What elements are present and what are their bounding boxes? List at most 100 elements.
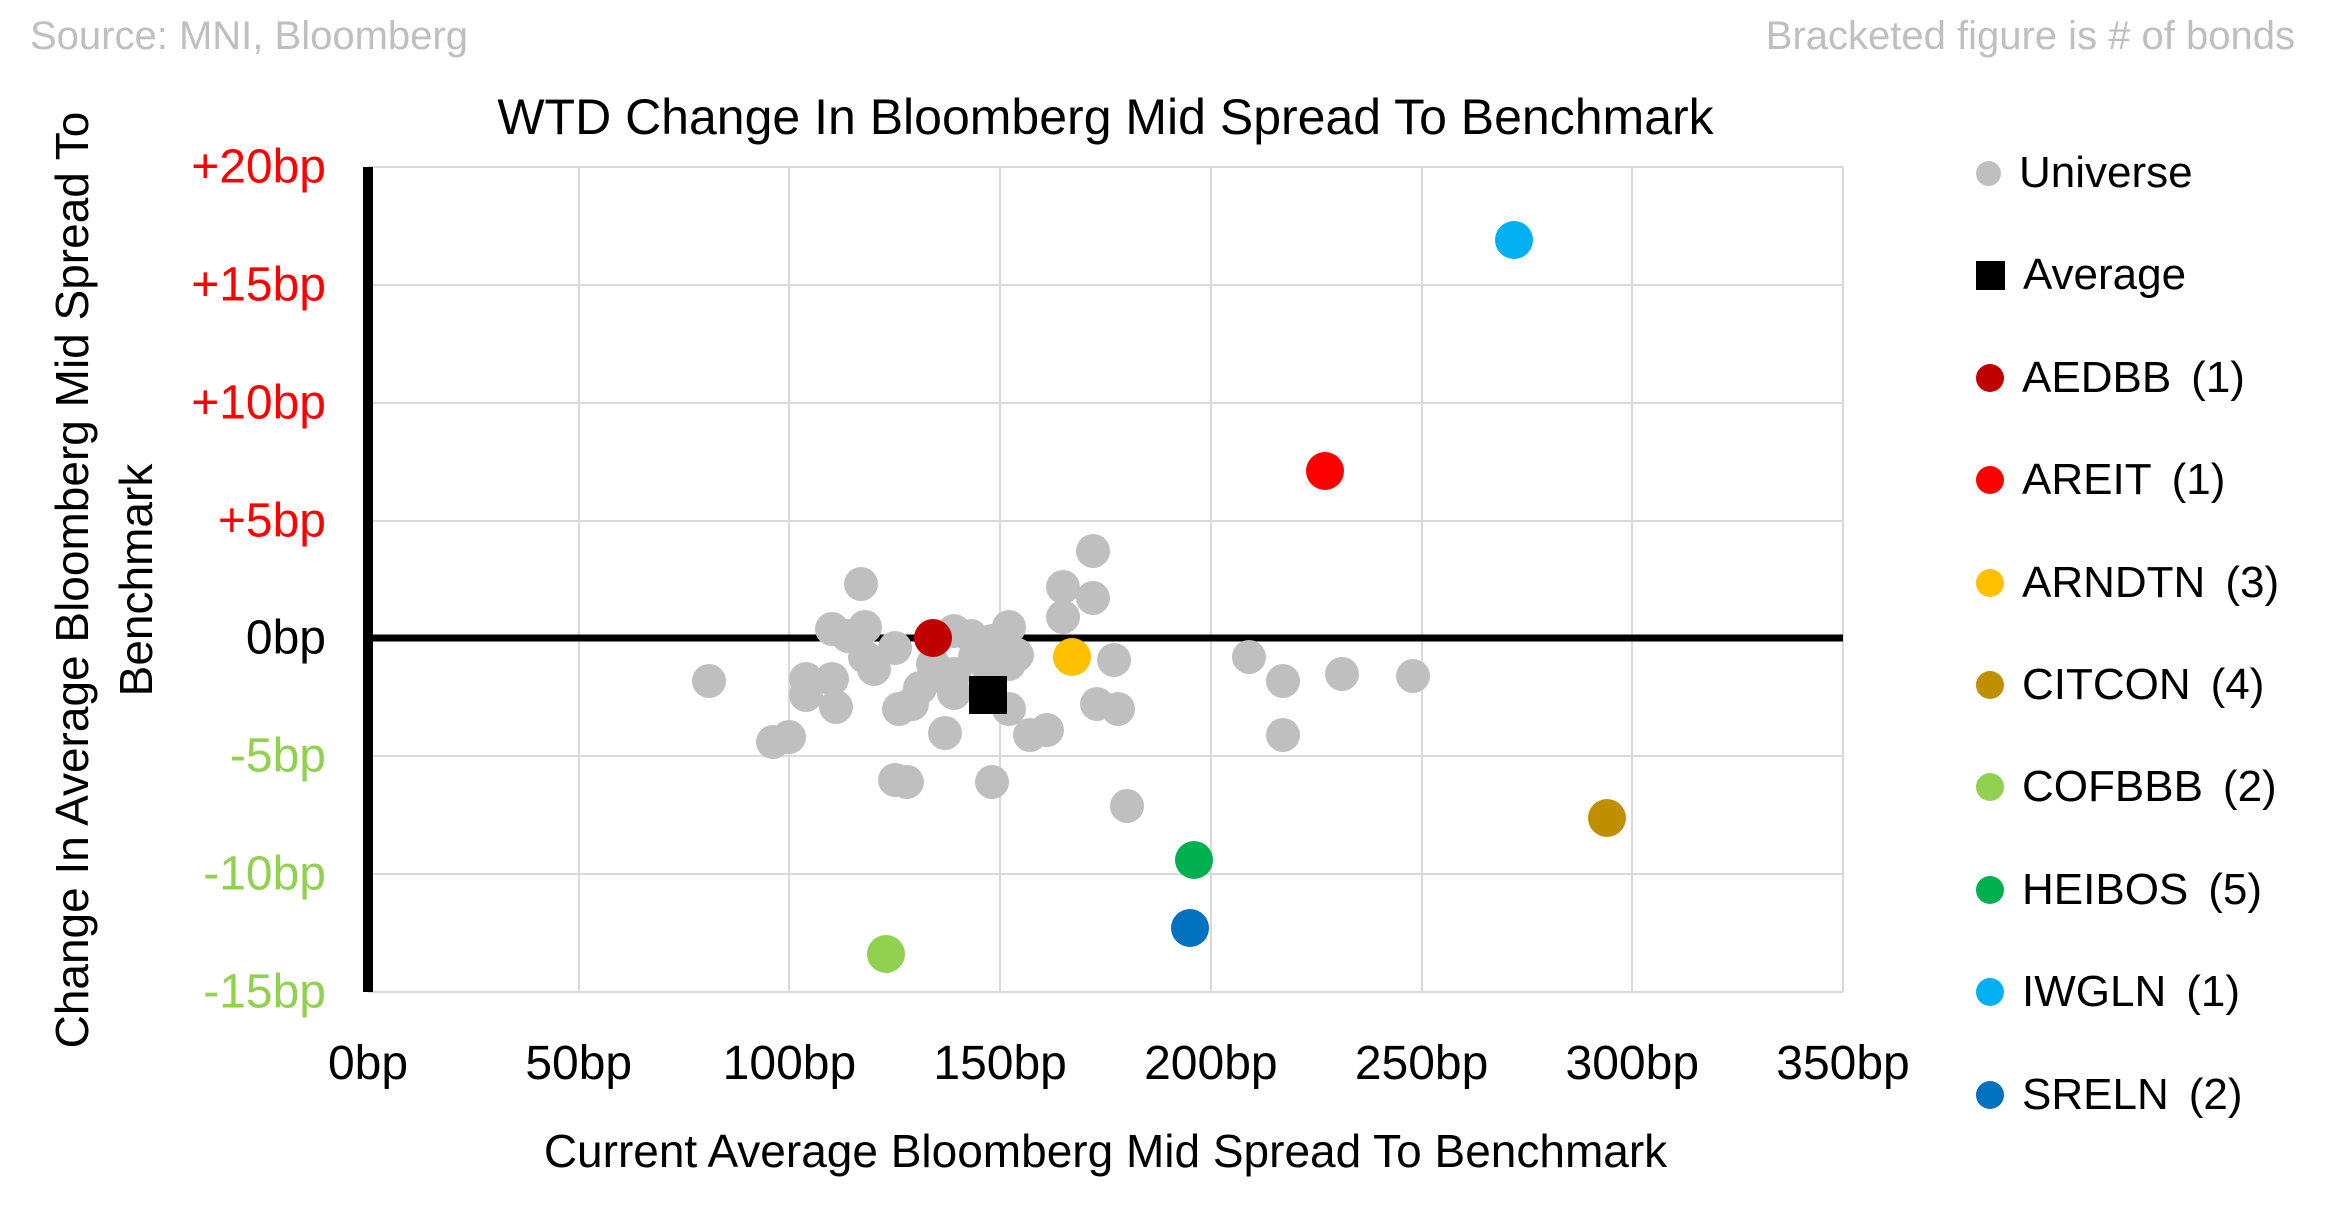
x-axis-ticks: 0bp 50bp 100bp 150bp 200bp 250bp 300bp 350bp (328, 1036, 1910, 1096)
gridline-horizontal (368, 873, 1843, 876)
data-point-sreln (1170, 909, 1209, 948)
data-point-universe (1101, 692, 1136, 727)
bracketed-figure-note: Bracketed figure is # of bonds (1765, 14, 2295, 58)
legend-item-cofbbb: COFBBB (2) (1962, 762, 2277, 812)
legend-count-cofbbb: (2) (2222, 762, 2277, 812)
legend-marker-universe-icon (1976, 160, 2001, 186)
data-point-areit (1305, 452, 1344, 491)
data-point-universe (1000, 637, 1034, 672)
data-point-universe (877, 630, 912, 665)
data-point-universe (1075, 581, 1110, 616)
data-point-arndtn (1052, 638, 1091, 677)
data-point-universe (818, 689, 853, 724)
data-point-average (968, 676, 1007, 714)
chart-title: WTD Change In Bloomberg Mid Spread To Be… (497, 89, 1714, 145)
x-tick-label: 100bp (722, 1037, 857, 1090)
x-tick-label: 0bp (327, 1037, 409, 1090)
data-point-universe (1231, 640, 1266, 675)
data-point-universe (890, 765, 925, 800)
x-tick-label: 150bp (933, 1037, 1067, 1090)
gridline-horizontal (368, 519, 1843, 522)
data-point-universe (1029, 713, 1064, 748)
y-axis-ticks: +20bp +15bp +10bp +5bp 0bp -5bp -10bp -15bp (0, 141, 326, 1019)
data-point-universe (772, 720, 807, 755)
legend-marker-areit-icon (1976, 466, 2004, 495)
data-point-universe (1046, 569, 1081, 604)
data-point-universe (1265, 663, 1300, 698)
data-point-citcon (1588, 798, 1626, 837)
legend: Universe Average AEDBB (1) AREIT (1) ARNDTN (3)… (1962, 140, 2325, 1200)
data-point-universe (1096, 642, 1131, 677)
x-tick-label: 250bp (1354, 1037, 1489, 1090)
gridline-vertical (1631, 167, 1634, 992)
data-point-universe (1265, 718, 1300, 753)
gridline-horizontal (368, 991, 1843, 993)
legend-item-heibos: HEIBOS (5) (1962, 865, 2262, 915)
legend-marker-average-icon (1976, 260, 2005, 290)
data-point-cofbbb (867, 935, 906, 974)
legend-marker-aedbb-icon (1976, 363, 2004, 392)
y-tick-label: +10bp (191, 376, 326, 430)
legend-item-areit: AREIT (1) (1962, 455, 2225, 505)
legend-label-arndtn: ARNDTN (2022, 557, 2206, 607)
legend-label-average: Average (2023, 250, 2187, 300)
data-point-universe (936, 675, 971, 710)
legend-count-heibos: (5) (2208, 864, 2263, 914)
plot-area (363, 166, 1844, 993)
legend-label-cofbbb: COFBBB (2022, 762, 2203, 812)
y-tick-label: -15bp (203, 965, 326, 1019)
legend-label-universe: Universe (2019, 148, 2193, 197)
legend-count-aedbb: (1) (2191, 352, 2245, 402)
legend-count-citcon: (4) (2210, 660, 2265, 709)
y-tick-label: +20bp (191, 140, 326, 194)
legend-marker-sreln-icon (1976, 1080, 2004, 1109)
legend-label-sreln: SRELN (2022, 1069, 2169, 1119)
y-axis-line (363, 167, 373, 992)
legend-count-arndtn: (3) (2225, 557, 2280, 607)
data-point-universe (1324, 656, 1359, 691)
legend-item-citcon: CITCON (4) (1962, 660, 2264, 710)
legend-item-iwgln: IWGLN (1) (1962, 967, 2240, 1017)
data-point-aedbb (913, 619, 952, 658)
gridline-vertical (788, 167, 791, 992)
legend-marker-arndtn-icon (1976, 568, 2004, 597)
legend-count-iwgln: (1) (2186, 967, 2241, 1017)
legend-label-citcon: CITCON (2022, 660, 2191, 709)
legend-item-universe: Universe (1962, 148, 2193, 198)
legend-item-average: Average (1962, 250, 2186, 300)
legend-marker-heibos-icon (1976, 875, 2004, 904)
legend-label-areit: AREIT (2022, 455, 2152, 505)
data-point-universe (1109, 788, 1144, 823)
legend-marker-iwgln-icon (1976, 978, 2004, 1007)
gridline-vertical (1209, 167, 1212, 992)
gridline-horizontal (368, 401, 1843, 404)
data-point-universe (974, 765, 1009, 800)
data-point-heibos (1175, 841, 1213, 879)
legend-label-heibos: HEIBOS (2022, 864, 2189, 914)
zero-baseline (368, 634, 1843, 642)
data-point-universe (848, 609, 883, 644)
gridline-vertical (999, 167, 1002, 992)
y-tick-label: +5bp (217, 494, 326, 548)
y-axis-title-line2: Benchmark (110, 463, 162, 697)
data-point-universe (928, 715, 963, 750)
x-tick-label: 350bp (1776, 1037, 1910, 1090)
gridline-horizontal (368, 166, 1843, 168)
y-tick-label: 0bp (245, 611, 326, 665)
gridline-horizontal (368, 283, 1843, 286)
data-point-universe (1075, 534, 1110, 569)
y-axis-title-line1: Change In Average Bloomberg Mid Spread T… (46, 111, 98, 1049)
gridline-horizontal (368, 755, 1843, 758)
legend-item-aedbb: AEDBB (1) (1962, 353, 2245, 403)
data-point-universe (1396, 659, 1431, 694)
x-tick-label: 200bp (1144, 1037, 1278, 1090)
data-point-universe (1046, 600, 1081, 635)
legend-count-sreln: (2) (2188, 1069, 2243, 1119)
gridline-vertical (577, 167, 580, 992)
legend-count-areit: (1) (2171, 455, 2226, 505)
source-note: Source: MNI, Bloomberg (30, 14, 468, 58)
x-axis-title: Current Average Bloomberg Mid Spread To … (543, 1125, 1668, 1177)
y-tick-label: +15bp (191, 258, 326, 312)
data-point-iwgln (1495, 221, 1534, 260)
